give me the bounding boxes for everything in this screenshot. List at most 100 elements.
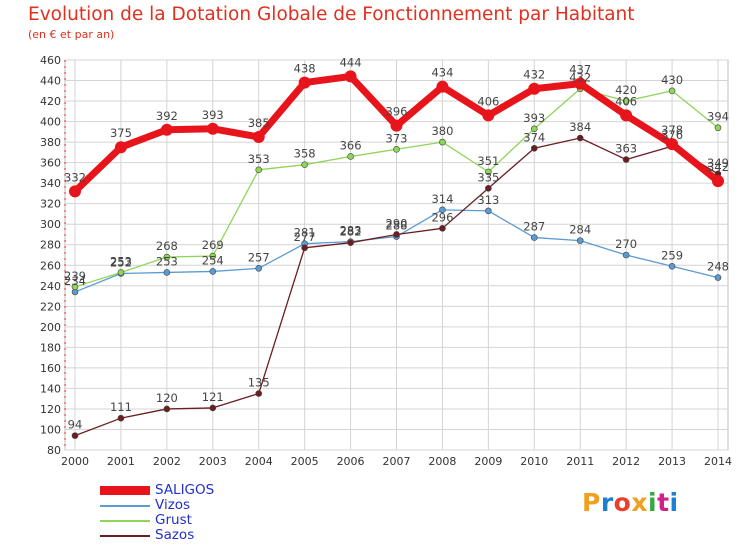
data-label-vizos: 314: [431, 192, 453, 206]
data-label-grust: 268: [156, 239, 178, 253]
data-point-saligos: [206, 122, 219, 135]
data-point-sazos: [485, 184, 492, 192]
data-label-saligos: 392: [156, 109, 178, 123]
data-point-grust: [301, 161, 308, 168]
data-label-sazos: 384: [569, 120, 591, 134]
data-label-sazos: 363: [615, 142, 637, 156]
x-tick-label: 2004: [245, 455, 273, 468]
data-label-saligos: 444: [340, 55, 362, 69]
data-point-vizos: [714, 274, 722, 281]
data-label-saligos: 375: [110, 126, 132, 140]
data-label-grust: 420: [615, 83, 637, 97]
data-point-vizos: [530, 234, 538, 241]
data-point-vizos: [439, 206, 446, 214]
data-point-vizos: [668, 262, 676, 270]
data-label-saligos: 396: [386, 105, 408, 119]
x-tick-label: 2007: [383, 455, 411, 468]
y-tick-label: 340: [40, 177, 61, 190]
data-point-grust: [117, 269, 125, 276]
data-label-vizos: 248: [707, 260, 729, 274]
data-label-grust: 432: [569, 71, 591, 85]
data-label-vizos: 287: [523, 220, 545, 234]
legend-label: Sazos: [155, 527, 195, 543]
y-tick-label: 100: [40, 423, 61, 436]
data-label-grust: 239: [64, 269, 86, 283]
logo-letter: P: [582, 488, 601, 517]
x-tick-label: 2011: [566, 455, 594, 468]
data-point-sazos: [163, 405, 171, 413]
data-point-vizos: [485, 207, 492, 215]
data-point-grust: [255, 166, 263, 174]
y-tick-label: 180: [40, 341, 61, 354]
legend-label: Grust: [155, 512, 192, 528]
x-tick-label: 2003: [199, 455, 227, 468]
data-label-saligos: 385: [248, 116, 270, 130]
legend-swatch: [100, 535, 150, 537]
legend-swatch: [100, 520, 150, 522]
data-label-saligos: 406: [615, 94, 637, 108]
data-label-vizos: 281: [294, 226, 316, 240]
data-point-sazos: [301, 244, 308, 252]
y-tick-label: 80: [47, 444, 61, 457]
y-tick-label: 360: [40, 157, 61, 170]
x-tick-label: 2001: [107, 455, 135, 468]
data-point-saligos: [528, 82, 541, 95]
logo-letter: i: [669, 488, 679, 517]
y-tick-label: 120: [40, 403, 61, 416]
data-point-sazos: [576, 134, 584, 142]
y-tick-label: 160: [40, 362, 61, 375]
data-label-sazos: 290: [386, 216, 408, 230]
data-point-vizos: [576, 237, 584, 244]
data-label-sazos: 120: [156, 391, 178, 405]
data-label-vizos: 234: [64, 274, 86, 288]
y-tick-label: 460: [40, 54, 61, 67]
y-tick-label: 440: [40, 75, 61, 88]
data-point-sazos: [439, 225, 446, 232]
data-point-grust: [622, 97, 630, 105]
data-label-saligos: 437: [569, 63, 591, 77]
data-label-saligos: 378: [661, 123, 683, 137]
y-tick-label: 280: [40, 239, 61, 252]
data-label-saligos: 332: [64, 170, 86, 184]
data-point-grust: [163, 253, 171, 261]
data-point-saligos: [620, 109, 633, 122]
data-point-vizos: [255, 265, 263, 272]
data-point-sazos: [393, 231, 400, 238]
x-tick-label: 2006: [337, 455, 365, 468]
data-label-sazos: 121: [202, 390, 224, 404]
data-label-vizos: 288: [386, 219, 408, 233]
data-point-sazos: [209, 404, 217, 412]
data-label-saligos: 438: [294, 62, 316, 76]
data-point-vizos: [163, 269, 171, 276]
y-tick-label: 380: [40, 136, 61, 149]
data-label-vizos: 313: [477, 193, 499, 207]
y-tick-label: 240: [40, 280, 61, 293]
data-point-saligos: [114, 141, 127, 154]
data-point-grust: [393, 145, 400, 153]
legend-swatch: [100, 486, 150, 495]
data-point-saligos: [252, 130, 265, 143]
data-label-sazos: 277: [294, 230, 316, 244]
data-label-saligos: 432: [523, 68, 545, 82]
data-point-sazos: [530, 144, 538, 152]
y-tick-label: 420: [40, 95, 61, 108]
x-tick-label: 2013: [658, 455, 686, 468]
data-label-vizos: 253: [156, 254, 178, 268]
data-point-grust: [71, 283, 79, 291]
data-point-saligos: [666, 138, 679, 151]
data-label-vizos: 284: [569, 223, 591, 237]
x-tick-label: 2014: [704, 455, 732, 468]
data-label-grust: 430: [661, 73, 683, 87]
data-label-grust: 394: [707, 110, 729, 124]
proxiti-logo: Proxiti: [582, 488, 679, 517]
data-point-saligos: [574, 77, 587, 90]
y-tick-label: 140: [40, 382, 61, 395]
logo-letter: x: [631, 488, 648, 517]
x-tick-label: 2009: [474, 455, 502, 468]
data-label-grust: 393: [523, 111, 545, 125]
data-label-vizos: 270: [615, 237, 637, 251]
x-tick-label: 2002: [153, 455, 181, 468]
data-label-sazos: 374: [523, 130, 545, 144]
data-point-saligos: [436, 80, 449, 93]
